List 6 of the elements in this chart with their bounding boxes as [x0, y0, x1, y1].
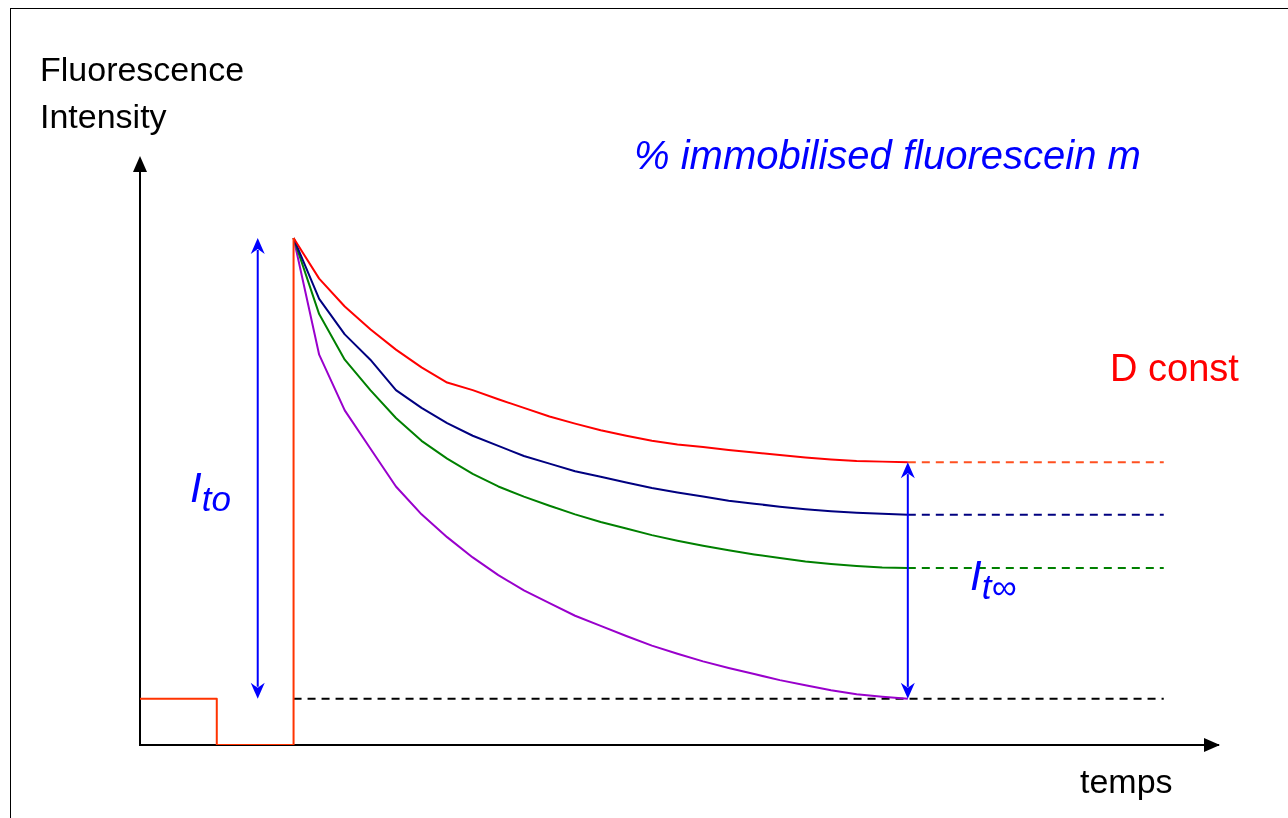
annotation: D const [1110, 346, 1239, 391]
y-axis-title: Fluorescence Intensity [40, 49, 245, 137]
annotation: I$_{t∞}$ [970, 552, 1017, 609]
text: % immobilised fluorescein m [634, 132, 1141, 179]
x-axis-title: temps [1080, 761, 1173, 802]
annotation: I$_{to}$ [190, 464, 231, 521]
